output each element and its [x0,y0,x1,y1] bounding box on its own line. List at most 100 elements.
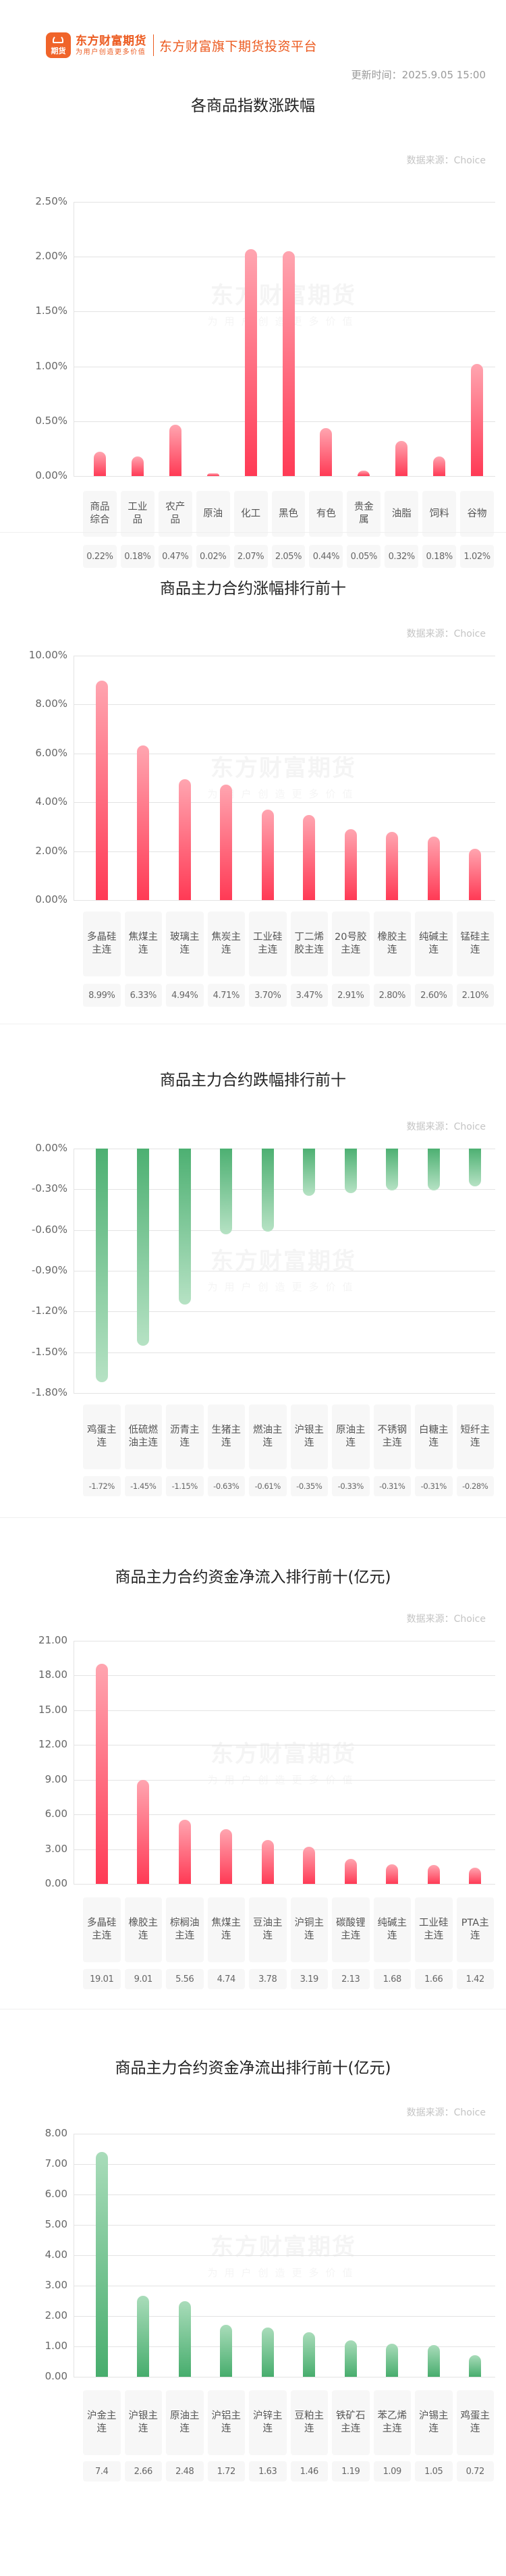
category-label: 铁矿石主连 [332,2390,370,2455]
bar[interactable] [137,2296,150,2377]
value-label: 1.42 [456,1969,494,1989]
gridline [74,2346,495,2347]
category-label: 玻璃主连 [166,912,204,976]
category-label: 20号胶主连 [332,912,370,976]
bar[interactable] [137,1779,150,1884]
bar[interactable] [178,2301,191,2377]
y-tick-label: 8.00% [35,698,67,710]
value-label: 1.68 [373,1969,411,1989]
y-tick-label: -0.60% [31,1223,67,1236]
category-label: 饲料 [422,491,457,537]
bar[interactable] [178,779,191,900]
gridline [74,1884,495,1885]
bar[interactable] [303,815,316,900]
bar[interactable] [261,1840,274,1884]
gridline [74,1393,495,1394]
y-tick-label: 0.50% [35,414,67,427]
bar[interactable] [244,248,257,476]
bar[interactable] [303,2332,316,2377]
category-label: 谷物 [460,491,494,537]
bar[interactable] [137,745,150,900]
y-tick-label: 1.00 [45,2340,67,2352]
category-label: 焦炭主连 [207,912,245,976]
bar[interactable] [95,2152,108,2377]
bar[interactable] [137,1149,150,1346]
bar[interactable] [344,1859,357,1884]
value-label: -0.33% [332,1476,370,1496]
gridline [74,900,495,901]
gridline [74,2316,495,2317]
y-tick-label: 3.00 [45,1842,67,1855]
bar[interactable] [386,1864,399,1884]
bar[interactable] [427,1864,440,1884]
bar[interactable] [261,2327,274,2377]
category-label: 沥青主连 [166,1404,204,1469]
value-label: -0.61% [249,1476,287,1496]
bar[interactable] [303,1847,316,1884]
bar[interactable] [220,1829,233,1884]
bar[interactable] [95,680,108,900]
y-tick-label: -0.90% [31,1264,67,1276]
category-label: 橡胶主连 [124,1897,162,1962]
bar[interactable] [469,848,482,900]
bar[interactable] [178,1149,191,1305]
value-label: 0.47% [158,545,192,568]
bar[interactable] [178,1819,191,1884]
value-label: -0.31% [373,1476,411,1496]
value-label: 1.46 [290,2461,328,2481]
y-tick-label: 4.00 [45,2249,67,2261]
bar[interactable] [131,456,144,476]
value-label: 1.02% [460,545,494,568]
bar[interactable] [427,2344,440,2377]
bar[interactable] [469,1867,482,1884]
bar[interactable] [469,2355,482,2377]
category-label: 鸡蛋主连 [456,2390,494,2455]
value-label: 2.66 [124,2461,162,2481]
value-label: 2.80% [373,984,411,1007]
bar[interactable] [386,831,399,900]
value-label: 5.56 [166,1969,204,1989]
category-label: 原油主连 [332,1404,370,1469]
bar[interactable] [344,2340,357,2377]
value-label: 3.78 [249,1969,287,1989]
section-divider [0,532,506,533]
category-label: 沪金主连 [83,2390,121,2455]
chart-title: 各商品指数涨跌幅 [191,97,315,115]
bar[interactable] [95,1149,108,1382]
bar[interactable] [95,1664,108,1884]
bar[interactable] [206,473,219,476]
bar[interactable] [93,452,106,476]
bar[interactable] [220,785,233,900]
bar[interactable] [427,836,440,900]
value-label: 3.70% [249,984,287,1007]
chart-title: 商品主力合约资金净流出排行前十(亿元) [115,2059,391,2077]
bar[interactable] [261,1149,274,1232]
bar[interactable] [469,1149,482,1187]
category-label: 生猪主连 [207,1404,245,1469]
bar[interactable] [282,251,295,476]
bar[interactable] [261,810,274,900]
bar[interactable] [395,441,408,476]
category-label: 鸡蛋主连 [83,1404,121,1469]
bar[interactable] [220,1149,233,1234]
bar[interactable] [303,1149,316,1197]
bar[interactable] [471,364,484,476]
bar[interactable] [169,424,181,476]
gridline [74,1311,495,1313]
bar[interactable] [358,470,370,476]
bar[interactable] [344,1149,357,1194]
bar[interactable] [220,2324,233,2377]
category-label: 贵金属 [347,491,381,537]
category-label: 苯乙烯主连 [373,2390,411,2455]
bar[interactable] [344,829,357,900]
gridline [74,1814,495,1816]
gridline [74,202,495,203]
bar[interactable] [427,1149,440,1191]
data-source-label: 数据来源：Choice [406,2107,486,2118]
bar[interactable] [320,427,333,476]
bar[interactable] [433,456,446,476]
bar[interactable] [386,1149,399,1191]
brand-header: 期货 东方财富期货 为用户创造更多价值 东方财富旗下期货投资平台 [46,30,317,60]
bar[interactable] [386,2343,399,2377]
